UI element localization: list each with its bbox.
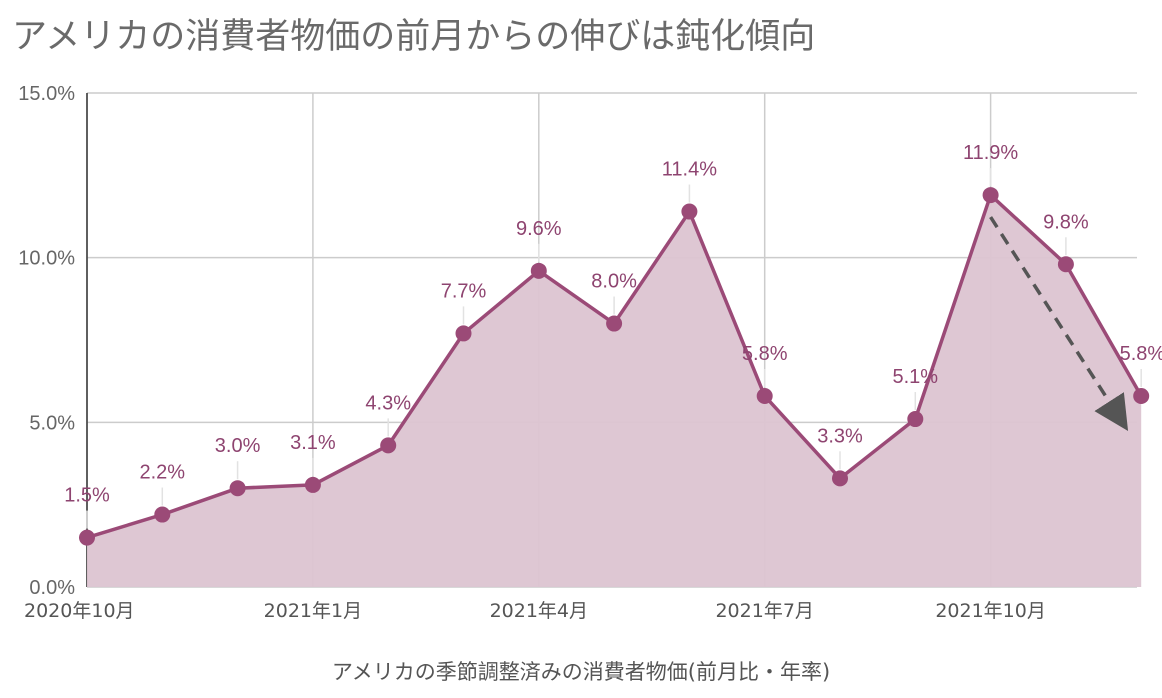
data-point [756, 387, 773, 404]
data-label: 5.1% [893, 366, 939, 388]
data-label: 11.4% [662, 159, 717, 181]
data-point [79, 529, 95, 546]
area-fill [87, 195, 1142, 588]
x-tick-label: 2021年10月 [935, 600, 1046, 622]
data-point [455, 325, 472, 342]
data-label: 3.3% [817, 425, 863, 447]
data-label: 5.8% [1120, 343, 1162, 365]
data-label: 11.9% [963, 142, 1018, 164]
y-tick-label: 10.0% [18, 248, 75, 270]
data-label: 2.2% [140, 462, 186, 484]
data-label: 8.0% [591, 271, 637, 293]
data-point [832, 470, 848, 487]
x-tick-label: 2021年1月 [264, 600, 362, 622]
data-labels-layer: 1.5% 2.2% 3.0% 3.1% 4.3% 7.7% 9.6% 8.0% 11.4% 5.8… [64, 142, 1162, 529]
x-tick-label: 2021年7月 [715, 600, 813, 622]
x-axis-label: アメリカの季節調整済みの消費者物価(前月比・年率) [331, 660, 831, 684]
data-point [380, 437, 397, 454]
data-label: 9.8% [1043, 211, 1089, 233]
y-tick-label: 5.0% [29, 412, 75, 434]
data-point [530, 262, 547, 279]
x-tick-label: 2021年4月 [490, 600, 588, 622]
points-layer [79, 187, 1150, 546]
data-label: 9.6% [516, 218, 562, 240]
data-label: 3.1% [290, 432, 336, 454]
data-label: 5.8% [742, 343, 788, 365]
data-point [229, 480, 246, 497]
data-label: 7.7% [441, 280, 487, 302]
data-point [681, 203, 698, 220]
data-label: 4.3% [365, 392, 411, 414]
area-layer [87, 195, 1142, 588]
data-point [1133, 387, 1150, 404]
x-tick-label: 2020年10月 [24, 600, 135, 622]
y-tick-label: 15.0% [18, 83, 75, 105]
data-point [907, 411, 924, 428]
axis-labels-layer: 0.0% 5.0% 10.0% 15.0% 2020年10月 2021年1月 2021年4月… [18, 83, 1046, 622]
data-point [982, 187, 999, 204]
data-point [606, 315, 623, 332]
chart-title: アメリカの消費者物価の前月からの伸びは鈍化傾向 [12, 17, 816, 57]
data-point [154, 506, 171, 523]
data-label: 1.5% [64, 485, 110, 507]
y-tick-label: 0.0% [29, 577, 75, 599]
data-point [1057, 256, 1074, 273]
data-label: 3.0% [215, 435, 261, 457]
data-point [304, 476, 321, 493]
